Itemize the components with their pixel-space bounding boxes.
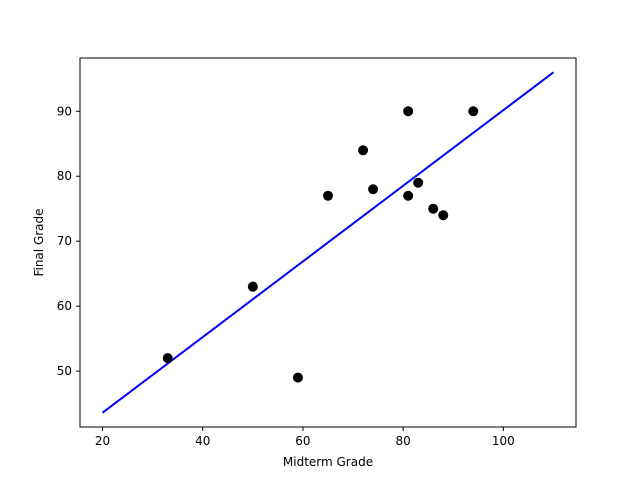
data-point [162,353,173,364]
data-point [358,145,369,156]
y-tick-label: 50 [57,364,72,378]
data-point [428,203,439,214]
data-point [413,177,424,188]
plot-frame [79,57,577,428]
data-point [247,281,258,292]
data-point [438,210,449,221]
x-tick-label: 40 [195,434,210,448]
plot-area [101,71,555,414]
x-tick-label: 100 [492,434,515,448]
y-axis: 50 60 70 80 90 [57,104,80,378]
data-point [468,106,479,117]
x-axis-title: Midterm Grade [283,455,373,469]
data-point [403,190,414,201]
data-point [292,372,303,383]
x-tick-label: 20 [95,434,110,448]
y-tick-label: 60 [57,299,72,313]
data-point [368,184,379,195]
y-tick-label: 90 [57,104,72,118]
x-tick-label: 60 [295,434,310,448]
y-tick-label: 70 [57,234,72,248]
y-tick-label: 80 [57,169,72,183]
data-point [323,190,333,201]
regression-line [101,71,555,414]
data-point [403,106,414,117]
y-axis-title: Final Grade [32,208,46,276]
x-tick-label: 80 [396,434,411,448]
x-axis: 20 40 60 80 100 [95,427,515,448]
